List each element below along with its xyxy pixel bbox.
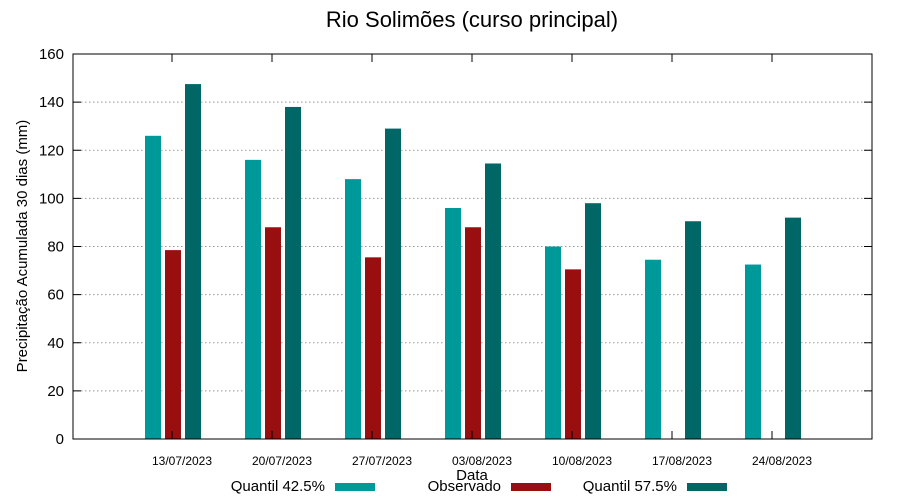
y-tick-label: 140: [39, 94, 64, 111]
bar-2-5: [685, 221, 701, 439]
x-axis: 13/07/2023 20/07/2023 27/07/2023 03/08/2023…: [152, 54, 812, 468]
x-tick-label: 17/08/2023: [652, 454, 712, 468]
legend-swatch-0: [335, 483, 375, 491]
bar-1-1: [265, 227, 281, 439]
bar-1-0: [165, 250, 181, 439]
y-tick-label: 0: [56, 431, 64, 448]
bar-0-1: [245, 159, 261, 439]
legend-label-0: Quantil 42.5%: [231, 478, 325, 495]
x-tick-label: 13/07/2023: [152, 454, 212, 468]
bar-2-1: [285, 106, 301, 439]
x-tick-label: 27/07/2023: [352, 454, 412, 468]
x-tick-label: 20/07/2023: [252, 454, 312, 468]
x-tick-label: 24/08/2023: [752, 454, 812, 468]
bar-0-0: [145, 135, 161, 439]
bar-1-4: [565, 269, 581, 439]
legend-swatch-2: [687, 483, 727, 491]
x-tick-label: 03/08/2023: [452, 454, 512, 468]
x-axis-label: Data: [456, 467, 488, 484]
legend-label-2: Quantil 57.5%: [583, 478, 677, 495]
y-tick-label: 120: [39, 142, 64, 159]
bar-2-0: [185, 84, 201, 439]
y-axis: 0 20 40 60 80 100 120 140 160: [39, 46, 872, 448]
x-tick-label: 10/08/2023: [552, 454, 612, 468]
y-tick-label: 160: [39, 46, 64, 63]
bar-2-4: [585, 203, 601, 439]
legend-label-1: Observado: [428, 478, 501, 495]
y-tick-label: 20: [47, 383, 64, 400]
bar-0-2: [345, 179, 361, 439]
grid-lines: [73, 101, 872, 392]
bars: [145, 84, 801, 439]
chart-title: Rio Solimões (curso principal): [326, 7, 618, 32]
y-tick-label: 40: [47, 335, 64, 352]
bar-0-6: [745, 264, 761, 439]
y-axis-label: Precipitação Acumulada 30 dias (mm): [14, 120, 31, 373]
bar-2-2: [385, 128, 401, 439]
bar-2-6: [785, 217, 801, 439]
y-tick-label: 100: [39, 190, 64, 207]
bar-2-3: [485, 163, 501, 439]
y-tick-label: 60: [47, 287, 64, 304]
bar-0-4: [545, 246, 561, 439]
legend-swatch-1: [511, 483, 551, 491]
legend: Quantil 42.5% Observado Quantil 57.5%: [231, 478, 727, 495]
bar-1-3: [465, 227, 481, 439]
bar-0-5: [645, 259, 661, 439]
y-tick-label: 80: [47, 239, 64, 256]
bar-1-2: [365, 257, 381, 439]
bar-0-3: [445, 208, 461, 439]
